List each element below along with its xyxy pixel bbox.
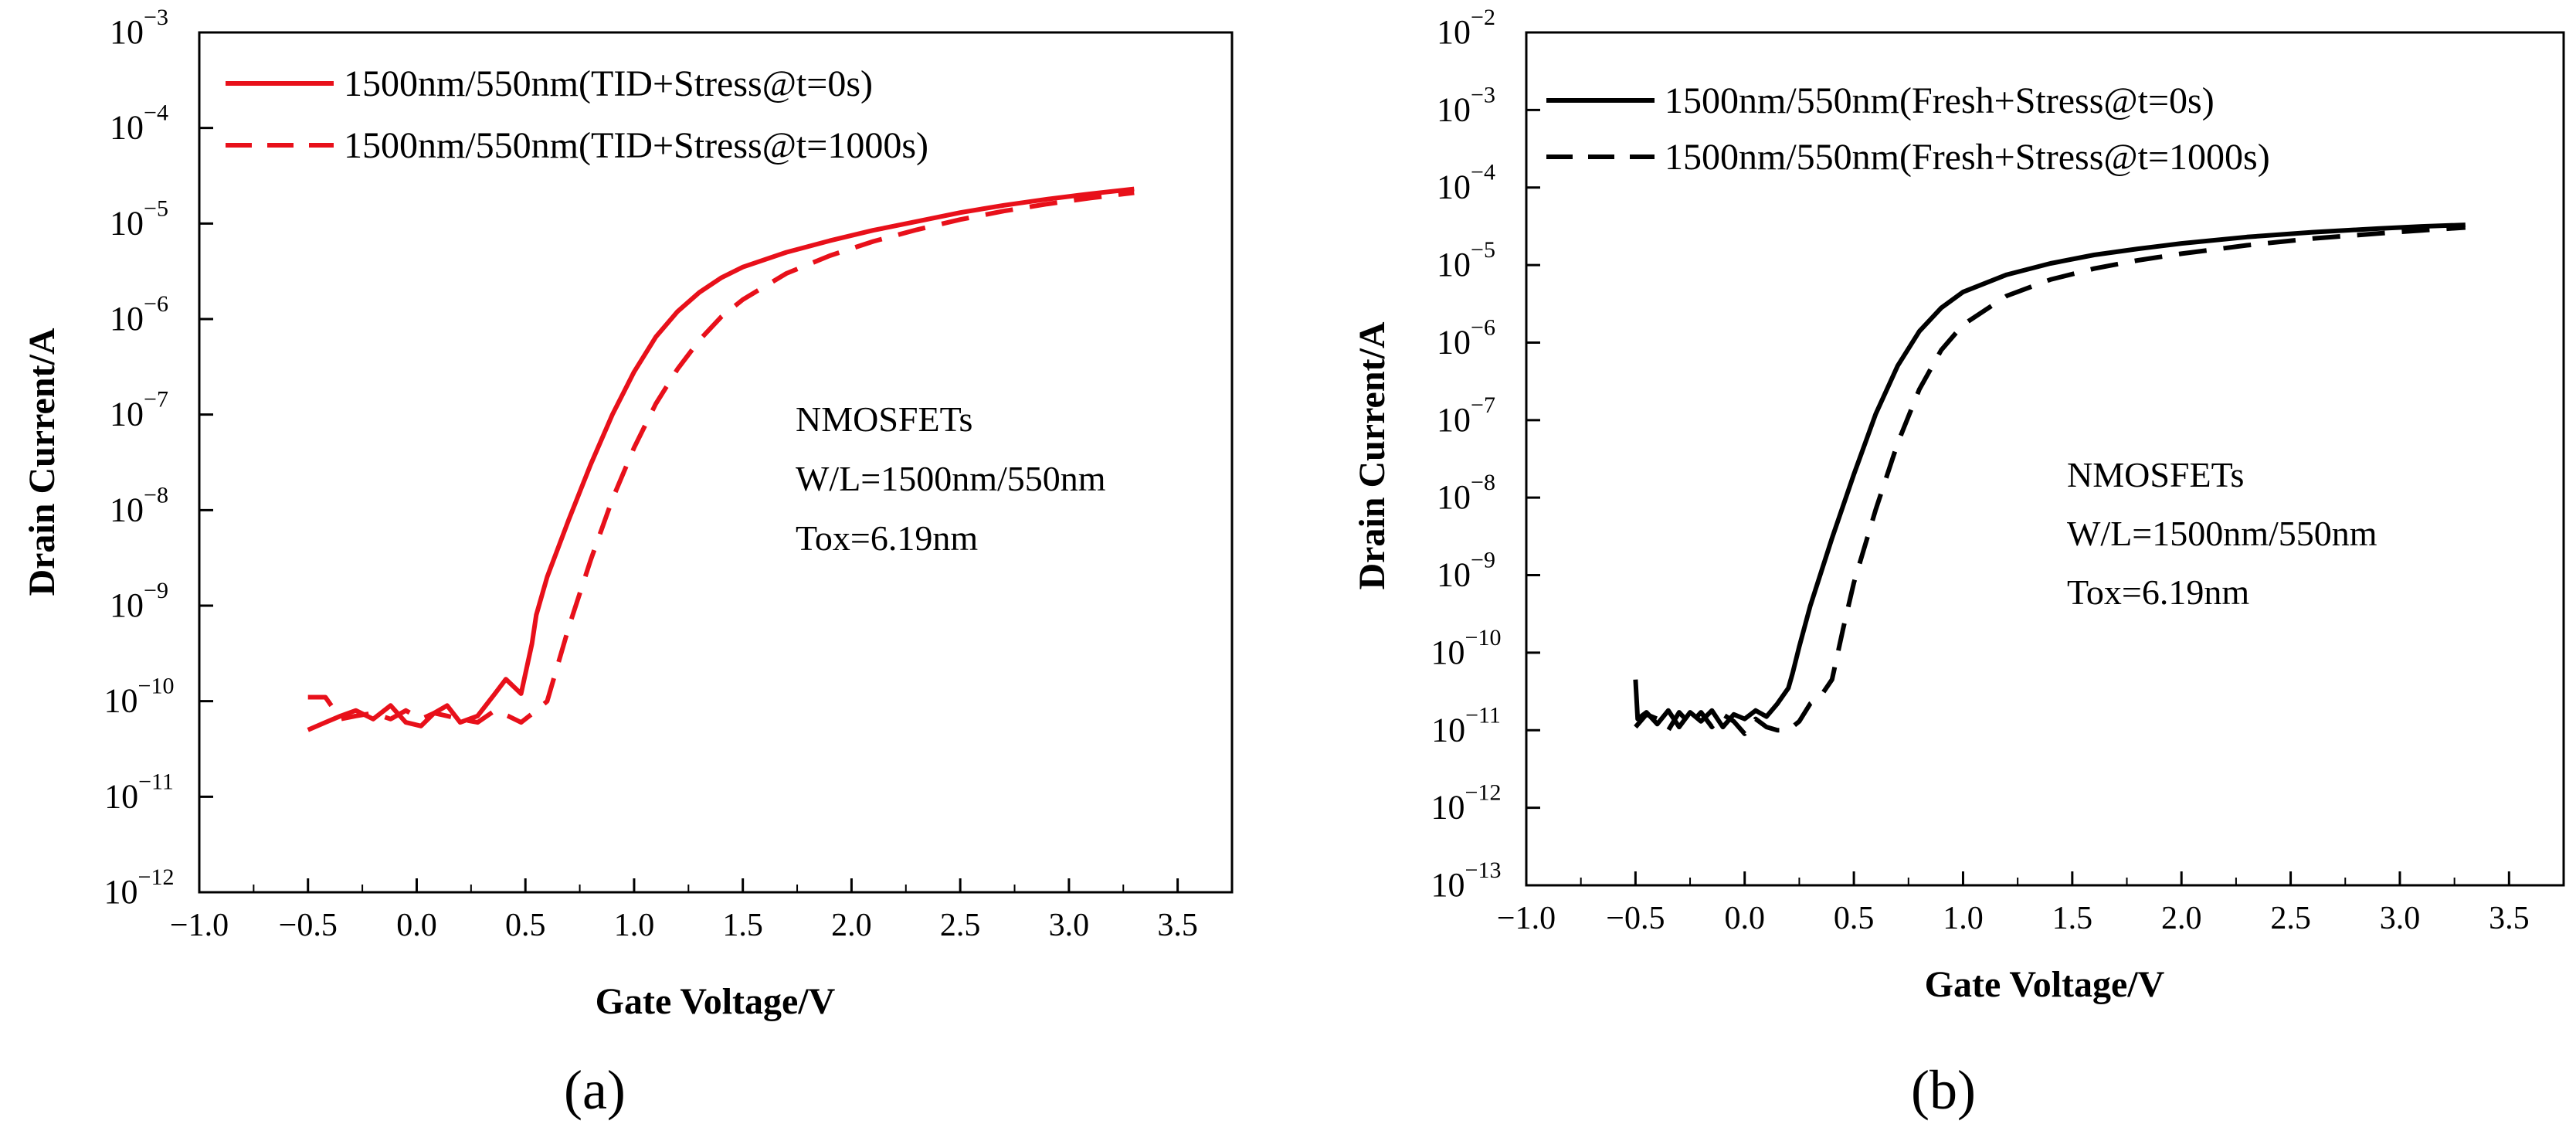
x-tick-label: −0.5 [1606,901,1665,936]
annotation-a: NMOSFETs W/L=1500nm/550nm Tox=6.19nm [796,399,1106,558]
y-tick-label: 10−10 [1431,625,1502,671]
y-tick-label: 10−4 [110,100,168,147]
x-tick-label: 0.5 [1834,901,1875,936]
annotation-line-b-2: W/L=1500nm/550nm [2067,514,2377,553]
x-tick-label: 1.0 [614,908,655,943]
legend-entry-b-1: 1500nm/550nm(Fresh+Stress@t=0s) [1665,80,2215,121]
x-tick-label: 3.0 [2380,901,2421,936]
legend-a: 1500nm/550nm(TID+Stress@t=0s) 1500nm/550… [226,63,928,166]
y-tick-label: 10−5 [1437,237,1495,284]
y-tick-label: 10−11 [1431,702,1501,749]
x-tick-label: 0.0 [1724,901,1765,936]
y-tick-label: 10−10 [104,674,175,720]
legend-entry-b-2: 1500nm/550nm(Fresh+Stress@t=1000s) [1665,137,2270,178]
y-tick-label: 10−4 [1437,160,1495,206]
x-axis-label-a: Gate Voltage/V [596,981,836,1022]
x-tick-label: 3.5 [2489,901,2530,936]
y-tick-label: 10−8 [1437,470,1495,516]
x-ticks-b: −1.0 −0.5 0.0 0.5 1.0 1.5 2.0 2.5 3.0 3.5 [1497,871,2530,936]
annotation-line-a-3: Tox=6.19nm [796,518,978,558]
annotation-line-a-1: NMOSFETs [796,399,972,439]
x-tick-label: 1.0 [1943,901,1984,936]
series-line-a-1 [307,186,1135,732]
x-tick-label: 2.5 [2270,901,2311,936]
panel-label-b: (b) [1911,1059,1976,1121]
legend-entry-a-1: 1500nm/550nm(TID+Stress@t=0s) [344,63,873,104]
x-tick-label: 2.0 [2161,901,2202,936]
x-tick-label: 3.5 [1157,908,1198,943]
y-tick-label: 10−7 [110,387,168,433]
x-tick-label: 0.5 [505,908,546,943]
y-tick-label: 10−7 [1437,392,1495,439]
x-tick-label: −1.0 [1497,901,1556,936]
x-tick-label: 3.0 [1049,908,1090,943]
x-axis-label-b: Gate Voltage/V [1925,964,2165,1005]
annotation-line-b-3: Tox=6.19nm [2067,572,2249,612]
x-tick-label: 0.0 [396,908,437,943]
x-ticks-a: −1.0 −0.5 0.0 0.5 1.0 1.5 2.0 2.5 3.0 3.5 [170,878,1198,943]
y-tick-label: 10−6 [1437,314,1495,361]
annotation-line-b-1: NMOSFETs [2067,455,2244,494]
y-tick-label: 10−2 [1437,5,1495,51]
plot-frame-a [198,31,1234,894]
x-tick-label: 1.5 [2052,901,2093,936]
panel-a: −1.0 −0.5 0.0 0.5 1.0 1.5 2.0 2.5 3.0 3.5 10−1210… [22,5,1234,1022]
annotation-b: NMOSFETs W/L=1500nm/550nm Tox=6.19nm [2067,455,2377,612]
series-line-b-2 [1634,225,2466,736]
legend-b: 1500nm/550nm(Fresh+Stress@t=0s) 1500nm/5… [1546,80,2270,178]
plot-frame-b [1525,31,2565,887]
y-tick-label: 10−3 [1437,82,1495,128]
legend-entry-a-2: 1500nm/550nm(TID+Stress@t=1000s) [344,125,928,166]
y-axis-label-b: Drain Current/A [1352,321,1393,589]
y-tick-label: 10−12 [104,864,175,911]
y-ticks-b: 10−13 10−12 10−11 10−10 10−9 10−8 10−7 10−6 10−5… [1431,5,1540,904]
x-tick-label: −0.5 [279,908,338,943]
y-tick-label: 10−6 [110,291,168,338]
x-tick-label: 2.0 [831,908,872,943]
y-tick-label: 10−9 [110,578,168,624]
y-tick-label: 10−3 [110,5,168,51]
panel-label-a: (a) [564,1059,626,1121]
y-tick-label: 10−13 [1431,857,1502,904]
annotation-line-a-2: W/L=1500nm/550nm [796,459,1106,498]
y-tick-label: 10−9 [1437,548,1495,594]
y-tick-label: 10−11 [104,769,174,815]
series-line-a-2 [307,190,1135,725]
y-tick-label: 10−8 [110,482,168,528]
series-layer-a [307,186,1135,732]
x-tick-label: 2.5 [940,908,981,943]
y-ticks-a: 10−12 10−11 10−10 10−9 10−8 10−7 10−6 10−5 10−4 1… [104,5,213,911]
panel-b: −1.0 −0.5 0.0 0.5 1.0 1.5 2.0 2.5 3.0 3.5 10−1310… [1352,5,2565,1005]
series-layer-b [1633,222,2466,736]
y-tick-label: 10−12 [1431,780,1502,827]
x-tick-label: −1.0 [170,908,229,943]
series-line-b-1 [1633,222,2466,730]
y-axis-label-a: Drain Current/A [22,328,63,596]
y-tick-label: 10−5 [110,195,168,242]
x-tick-label: 1.5 [722,908,763,943]
